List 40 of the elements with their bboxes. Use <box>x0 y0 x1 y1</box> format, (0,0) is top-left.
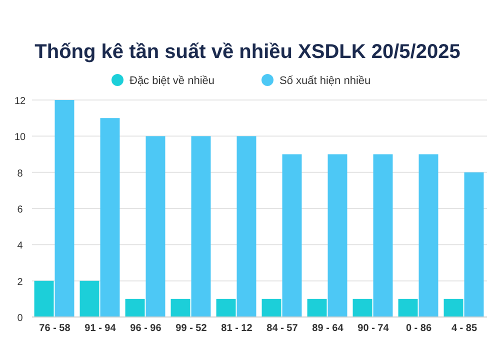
bar <box>464 172 484 317</box>
bar <box>282 154 302 317</box>
bar <box>328 154 348 317</box>
x-tick-label: 76 - 58 <box>39 323 71 334</box>
y-tick-label: 2 <box>17 276 24 288</box>
bar <box>170 298 190 317</box>
bar <box>54 100 74 317</box>
x-tick-label: 84 - 57 <box>266 323 298 334</box>
x-tick-label: 91 - 94 <box>84 323 116 334</box>
x-tick-label: 81 - 12 <box>221 323 253 334</box>
bar <box>191 136 211 317</box>
y-tick-label: 8 <box>17 168 24 180</box>
bar <box>418 154 438 317</box>
bar <box>236 136 256 317</box>
y-tick-label: 4 <box>17 240 24 252</box>
x-tick-label: 96 - 96 <box>130 323 162 334</box>
y-tick-label: 6 <box>17 204 24 216</box>
bar <box>146 136 166 317</box>
bar <box>262 298 282 317</box>
bar <box>216 298 236 317</box>
bar <box>100 118 120 317</box>
chart-title: Thống kê tần suất về nhiều XSDLK 20/5/2025 <box>34 41 460 63</box>
y-tick-label: 12 <box>14 96 26 107</box>
y-tick-label: 10 <box>14 132 26 144</box>
legend-label: Số xuất hiện nhiều <box>280 75 371 87</box>
x-tick-label: 90 - 74 <box>358 323 390 334</box>
x-tick-label: 89 - 64 <box>312 323 344 334</box>
bar <box>444 298 464 317</box>
bar <box>352 298 372 317</box>
bar <box>34 280 54 317</box>
legend-label: Đặc biệt về nhiều <box>130 75 214 87</box>
x-tick-label: 0 - 86 <box>406 323 432 334</box>
bar <box>307 298 327 317</box>
bar <box>373 154 393 317</box>
bar <box>398 298 418 317</box>
y-tick-label: 0 <box>17 313 24 324</box>
x-tick-label: 99 - 52 <box>176 323 208 334</box>
x-tick-label: 4 - 85 <box>451 323 478 334</box>
bar <box>125 298 145 317</box>
bar <box>80 280 100 317</box>
